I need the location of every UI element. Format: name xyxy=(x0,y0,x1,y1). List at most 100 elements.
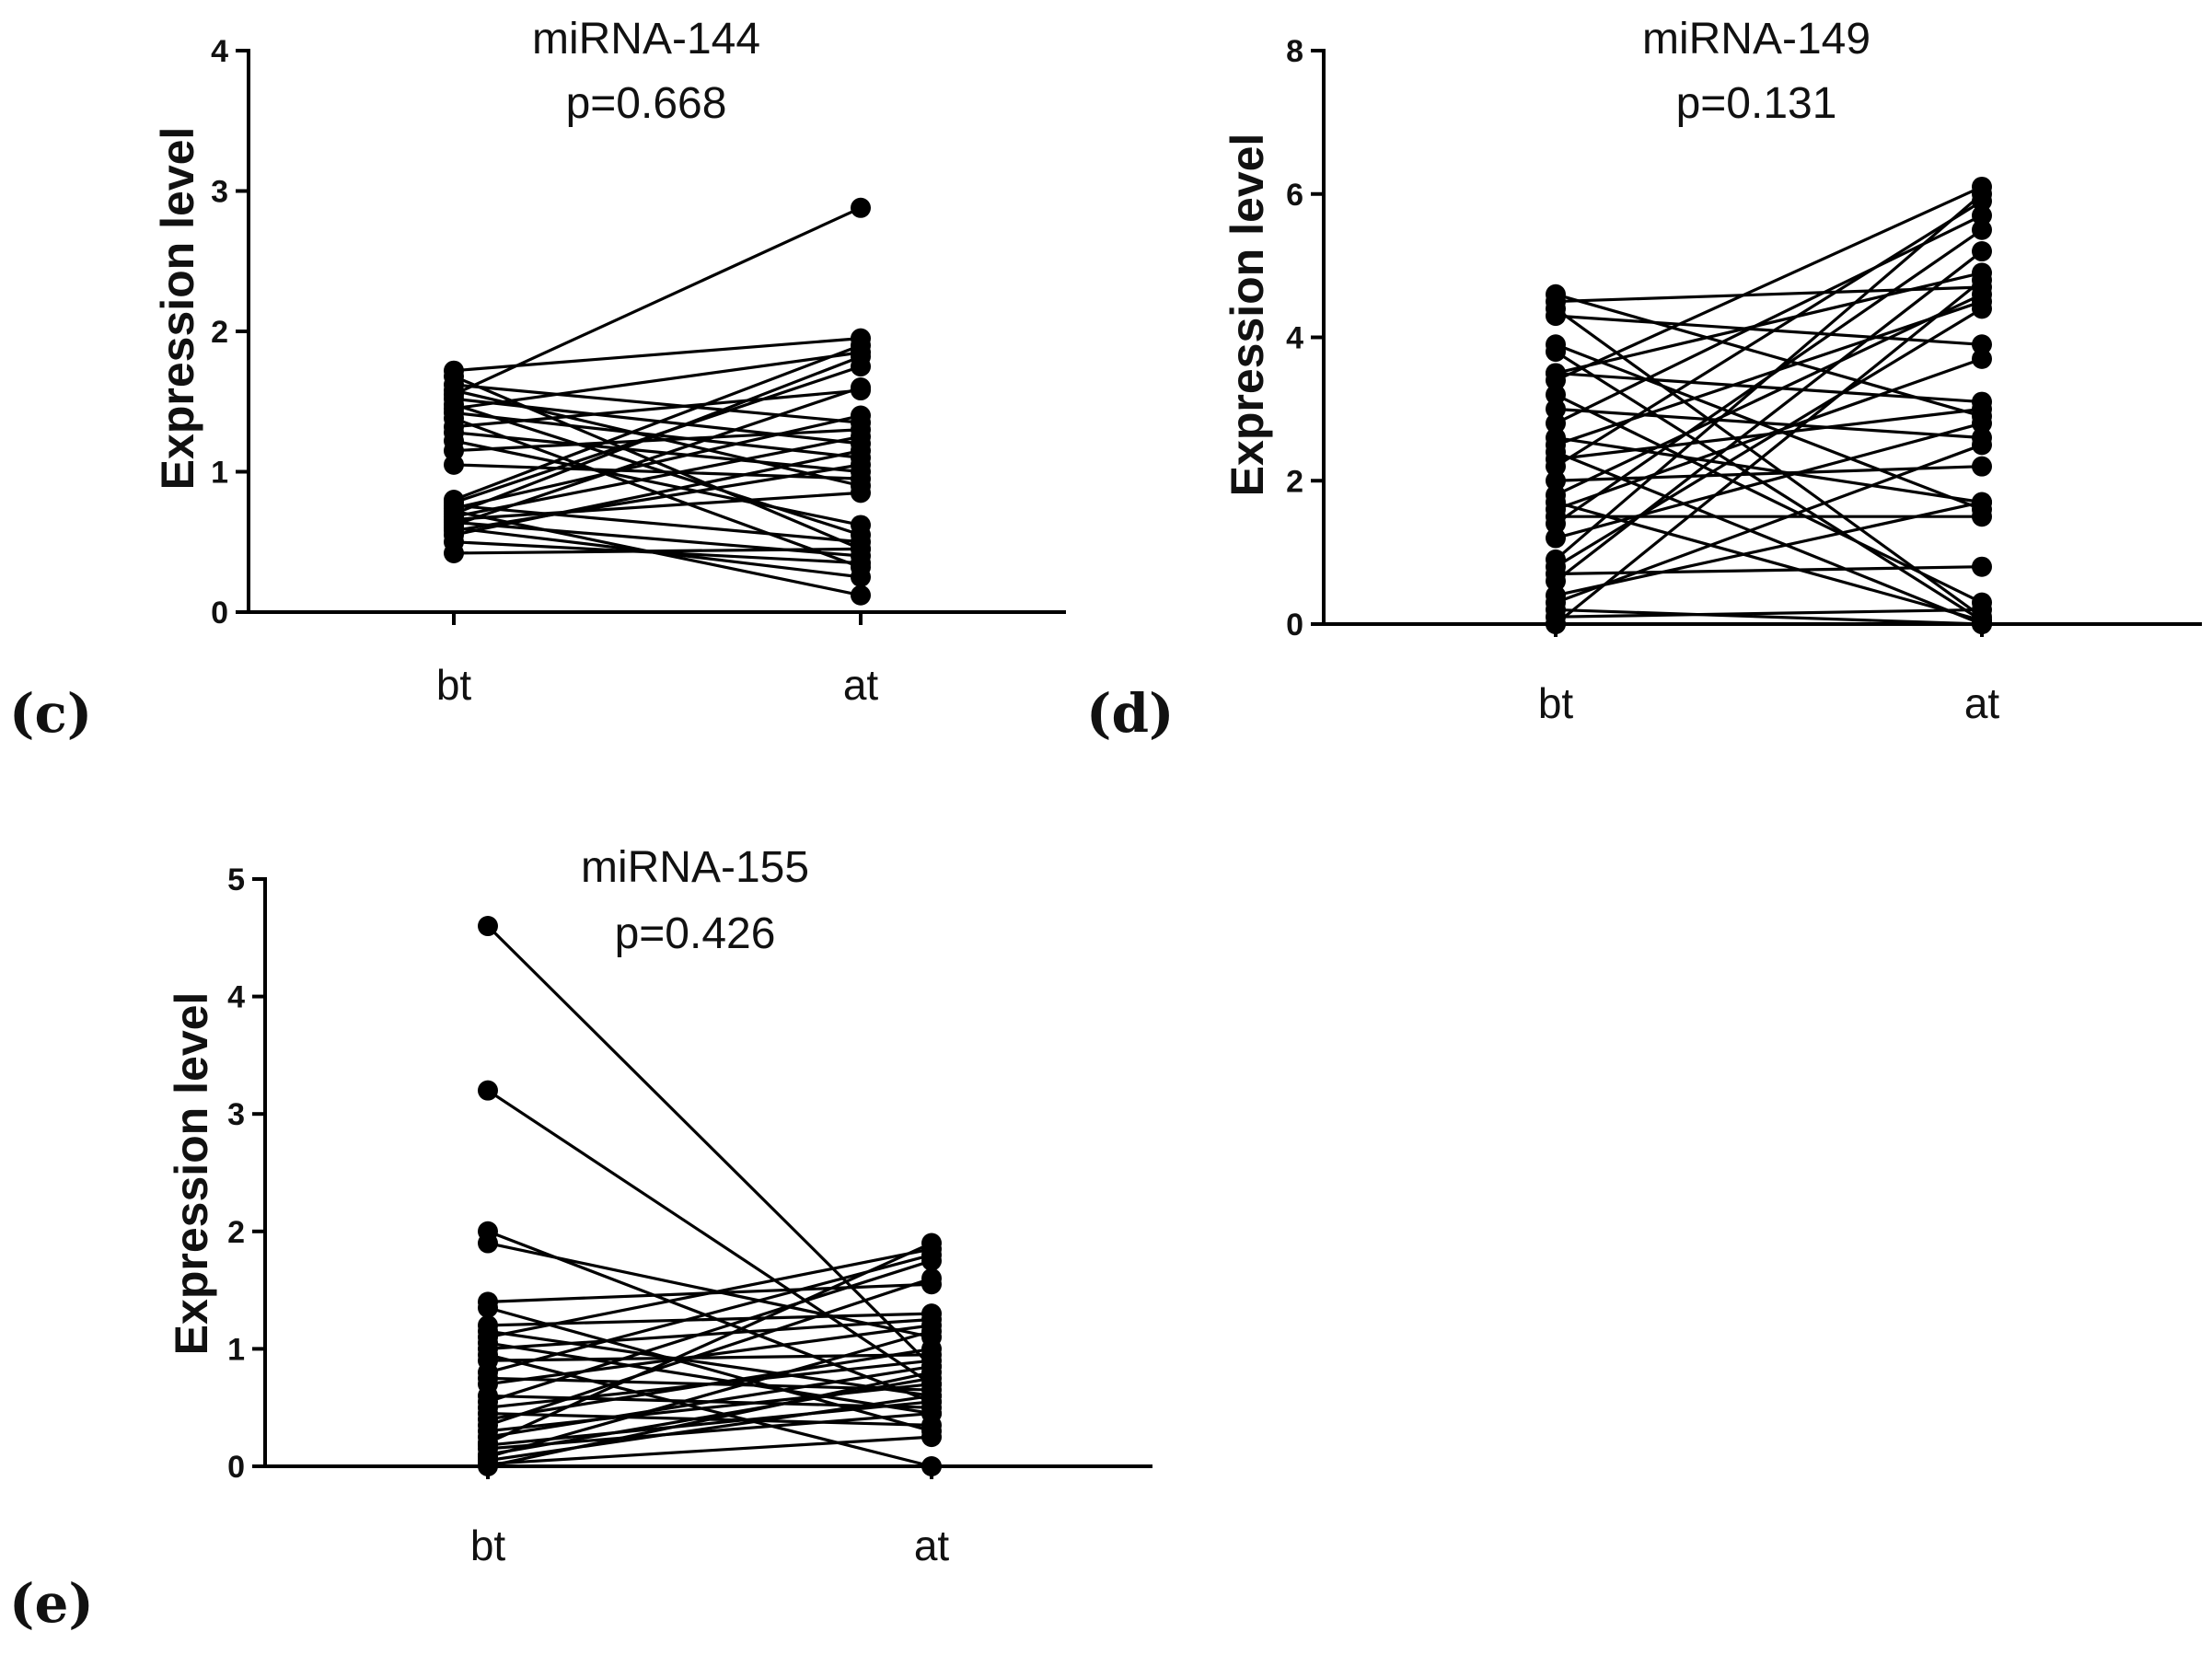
point-at xyxy=(851,515,871,536)
pair-line xyxy=(1555,214,1983,425)
y-axis-label: Expression level xyxy=(1222,133,1273,497)
point-bt xyxy=(478,1233,498,1254)
point-at xyxy=(921,1267,942,1289)
pair-line xyxy=(487,1277,932,1427)
point-bt xyxy=(444,440,464,461)
point-bt xyxy=(478,916,498,937)
point-at xyxy=(921,1233,942,1254)
x-tick-label-bt: bt xyxy=(436,661,472,709)
y-tick-label: 4 xyxy=(211,34,228,69)
pair-line xyxy=(1555,465,1983,482)
x-tick-label-at: at xyxy=(914,1522,950,1569)
pair-line xyxy=(1555,450,1983,626)
point-at xyxy=(1972,556,1992,577)
y-tick-label: 4 xyxy=(227,980,245,1015)
pair-line xyxy=(487,1317,932,1350)
panel-d: miRNA-149 p=0.131 Expression level (d) 0… xyxy=(1086,15,2202,745)
y-tick-label: 2 xyxy=(1286,464,1303,499)
y-tick-label: 1 xyxy=(211,456,228,491)
point-bt xyxy=(1546,384,1566,405)
pair-line xyxy=(1555,293,1983,497)
pair-line xyxy=(453,428,862,453)
point-at xyxy=(851,346,871,367)
point-bt xyxy=(478,1297,498,1318)
y-tick-label: 8 xyxy=(1286,34,1303,69)
x-tick-label-bt: bt xyxy=(1538,679,1574,727)
point-at xyxy=(851,469,871,490)
pair-line xyxy=(487,1347,932,1421)
point-bt xyxy=(1546,527,1566,549)
pair-line xyxy=(1555,501,1983,597)
pair-line xyxy=(1555,501,1983,622)
x-tick-label-bt: bt xyxy=(470,1522,506,1569)
point-at xyxy=(851,584,871,606)
panel-c: miRNA-144 p=0.668 Expression level (c) 0… xyxy=(9,15,1066,745)
point-at xyxy=(921,1338,942,1360)
pair-line xyxy=(1555,307,1983,619)
y-tick-label: 4 xyxy=(1286,321,1303,356)
point-bt xyxy=(1546,456,1566,477)
point-at xyxy=(1972,183,1992,204)
y-tick-label: 3 xyxy=(211,175,228,210)
point-at xyxy=(921,1427,942,1448)
point-bt xyxy=(1546,412,1566,434)
chart-title: miRNA-144 xyxy=(532,15,760,64)
point-bt xyxy=(1546,341,1566,363)
pair-line xyxy=(453,503,862,544)
point-at xyxy=(1972,348,1992,369)
pair-line xyxy=(453,386,862,527)
chart-title: miRNA-149 xyxy=(1642,15,1870,64)
y-tick-label: 2 xyxy=(211,315,228,350)
pair-line xyxy=(453,388,862,429)
point-bt xyxy=(1546,370,1566,391)
point-bt xyxy=(1546,599,1566,620)
point-bt xyxy=(444,454,464,475)
pair-line xyxy=(1555,185,1983,382)
point-at xyxy=(851,440,871,461)
pair-line xyxy=(487,1253,932,1374)
point-at xyxy=(1972,492,1992,513)
pair-line xyxy=(1555,371,1983,404)
point-at xyxy=(851,377,871,398)
y-tick-label: 5 xyxy=(227,862,245,897)
point-at xyxy=(1972,456,1992,477)
pair-line xyxy=(1555,443,1983,605)
pair-line xyxy=(1555,271,1983,375)
point-at xyxy=(921,1361,942,1383)
p-value: p=0.131 xyxy=(1676,79,1837,128)
point-at xyxy=(1972,412,1992,434)
point-at xyxy=(851,426,871,447)
point-at xyxy=(921,1250,942,1271)
pair-line xyxy=(487,1376,932,1456)
pair-line xyxy=(1555,565,1983,576)
pair-line xyxy=(487,1329,932,1398)
pair-line xyxy=(453,547,862,555)
pair-line xyxy=(486,924,933,1368)
point-at xyxy=(1972,599,1992,620)
pair-line xyxy=(1555,307,1983,569)
point-at xyxy=(921,1321,942,1342)
y-tick-label: 6 xyxy=(1286,178,1303,213)
point-bt xyxy=(478,1456,498,1476)
pair-line xyxy=(1555,342,1983,511)
point-at xyxy=(1972,284,1992,305)
pair-line xyxy=(453,343,862,502)
point-at xyxy=(1972,434,1992,456)
point-at xyxy=(1972,219,1992,240)
pair-line xyxy=(1555,608,1983,626)
pair-line xyxy=(487,1259,932,1404)
point-at xyxy=(1972,241,1992,262)
pair-line xyxy=(487,1306,932,1433)
pair-line xyxy=(487,1241,932,1339)
x-tick-label-at: at xyxy=(843,661,879,709)
panel-e: miRNA-155 p=0.426 Expression level (e) 0… xyxy=(9,843,1152,1635)
pair-line xyxy=(1555,249,1983,583)
y-tick-label: 0 xyxy=(211,596,228,631)
point-at xyxy=(921,1456,942,1476)
pair-line xyxy=(1555,314,1983,346)
pair-line xyxy=(1555,422,1983,540)
panel-label: (d) xyxy=(1086,682,1174,745)
pair-line xyxy=(487,1329,932,1459)
point-at xyxy=(851,454,871,475)
pair-line xyxy=(453,413,862,510)
